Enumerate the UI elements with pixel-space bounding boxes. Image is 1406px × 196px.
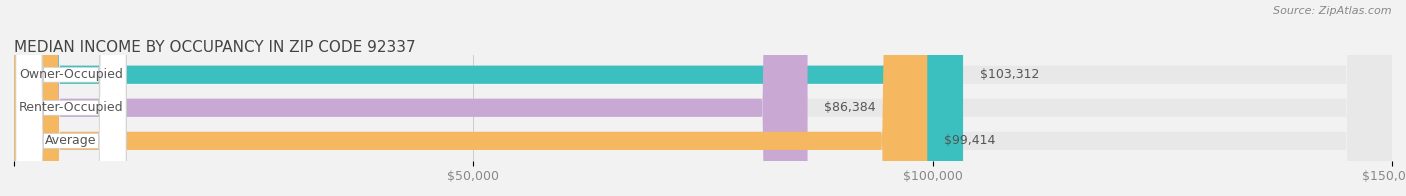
FancyBboxPatch shape bbox=[15, 0, 127, 196]
FancyBboxPatch shape bbox=[14, 0, 1392, 196]
Text: MEDIAN INCOME BY OCCUPANCY IN ZIP CODE 92337: MEDIAN INCOME BY OCCUPANCY IN ZIP CODE 9… bbox=[14, 40, 416, 55]
Text: Owner-Occupied: Owner-Occupied bbox=[20, 68, 122, 81]
FancyBboxPatch shape bbox=[14, 0, 1392, 196]
FancyBboxPatch shape bbox=[15, 0, 127, 196]
Text: Source: ZipAtlas.com: Source: ZipAtlas.com bbox=[1274, 6, 1392, 16]
FancyBboxPatch shape bbox=[15, 0, 127, 196]
FancyBboxPatch shape bbox=[14, 0, 928, 196]
Text: $103,312: $103,312 bbox=[980, 68, 1039, 81]
FancyBboxPatch shape bbox=[14, 0, 807, 196]
FancyBboxPatch shape bbox=[14, 0, 1392, 196]
Text: $86,384: $86,384 bbox=[824, 101, 876, 114]
FancyBboxPatch shape bbox=[14, 0, 963, 196]
Text: $99,414: $99,414 bbox=[943, 134, 995, 147]
Text: Average: Average bbox=[45, 134, 97, 147]
Text: Renter-Occupied: Renter-Occupied bbox=[18, 101, 124, 114]
